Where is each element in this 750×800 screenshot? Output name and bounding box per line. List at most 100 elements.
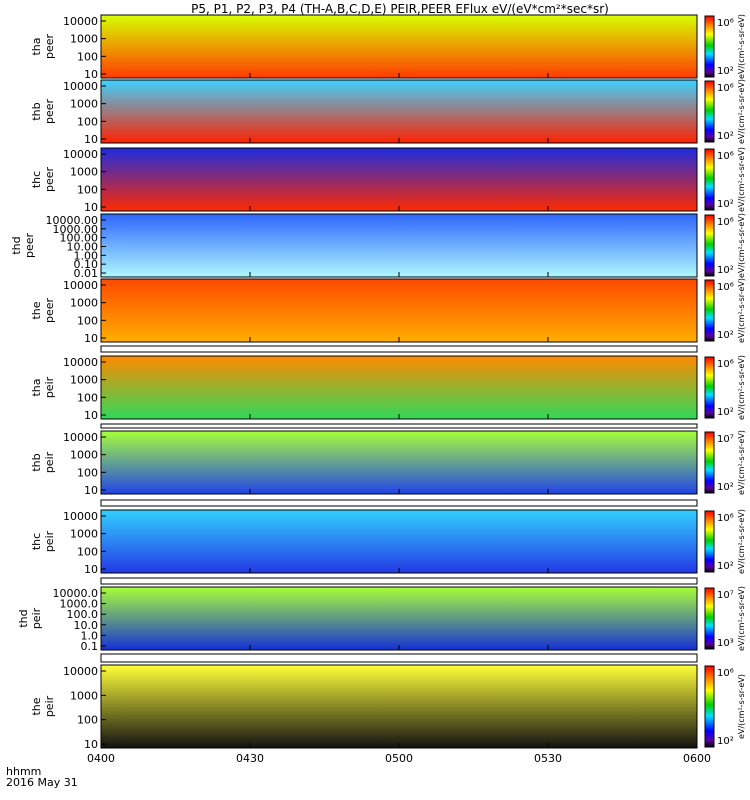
separator-strip xyxy=(100,499,698,507)
spectrogram-thb-peer xyxy=(101,80,697,143)
x-tick-label: 0500 xyxy=(385,752,413,765)
y-tick-label: 0.10 xyxy=(74,258,99,271)
panel-the-peir: 10000 1000 100 10 the peir 10⁶ 10²eV/(cm²-s-sr-… xyxy=(30,664,746,751)
separator-strip xyxy=(100,577,698,585)
y-tick-label: 1000 xyxy=(70,33,98,46)
colorbar xyxy=(704,356,715,419)
colorbar-max-label: 10⁶ xyxy=(717,217,734,228)
colorbar-units-label: eV/(cm²-s-sr-eV) xyxy=(737,14,746,79)
y-tick-label: 10 xyxy=(84,409,98,422)
y-tick-label: 100 xyxy=(77,50,98,63)
y-tick-label: 10.0 xyxy=(74,619,99,632)
y-tick-label: 100 xyxy=(77,714,98,727)
colorbar xyxy=(704,279,715,342)
panel-thc-peir: 10000 1000 100 10 thc peir 10⁶ 10² eV/(cm²-s-sr-… xyxy=(30,509,746,576)
colorbar xyxy=(704,80,715,143)
y-tick-label: 10 xyxy=(84,484,98,497)
y-tick-label: 10000 xyxy=(63,665,98,678)
y-tick-label: 10000 xyxy=(63,148,98,161)
y-tick-label: 10000 xyxy=(63,15,98,28)
y-tick-label: 10.00 xyxy=(67,241,99,254)
y-axis-label: the xyxy=(30,697,43,715)
y-axis-label: tha xyxy=(30,378,43,396)
spectrogram-the-peir xyxy=(101,665,697,748)
spectrogram-thb-peir xyxy=(101,431,697,494)
spectrogram-thc-peir xyxy=(101,510,697,573)
time-axis-label: hhmm xyxy=(6,765,42,778)
x-tick-label: 0400 xyxy=(87,752,115,765)
x-tick-label: 0530 xyxy=(534,752,562,765)
y-tick-label: 10000 xyxy=(63,80,98,93)
y-axis-label: the xyxy=(30,301,43,319)
y-axis-label: peir xyxy=(43,695,56,717)
colorbar-units-label: eV/(cm²-s-sr-eV) xyxy=(737,213,746,278)
colorbar-min-label: 10² xyxy=(717,407,734,418)
y-axis-label: thd xyxy=(17,609,30,627)
date-label: 2016 May 31 xyxy=(6,776,78,789)
spectrogram-thc-peer xyxy=(101,148,697,211)
colorbar xyxy=(704,15,715,78)
y-axis-label: thd xyxy=(10,236,23,254)
separator-strip xyxy=(100,345,698,353)
colorbar-min-label: 10³ xyxy=(717,638,734,649)
y-tick-label: 10 xyxy=(84,563,98,576)
colorbar xyxy=(704,587,715,650)
y-axis-label: peir xyxy=(30,607,43,629)
panel-the-peer: 10000 1000 100 10 the peer 10⁶ 10² eV/(cm²-s-sr-… xyxy=(30,278,746,345)
colorbar xyxy=(704,665,715,748)
spectrogram-tha-peer xyxy=(101,15,697,78)
separator-strip xyxy=(100,423,698,429)
panel-tha-peir: 10000 1000 100 10 tha peir 10⁶ 10² eV/(cm²-s-sr-… xyxy=(30,355,746,422)
y-axis-label: thb xyxy=(30,453,43,471)
spectrogram-thd-peir xyxy=(101,587,697,650)
y-axis-label: thc xyxy=(30,171,43,188)
y-tick-label: 1000 xyxy=(70,297,98,310)
y-tick-label: 10000.0 xyxy=(53,587,99,600)
y-axis-label: peer xyxy=(23,233,36,259)
colorbar-min-label: 10² xyxy=(717,330,734,341)
colorbar-units-label: eV/(cm²-s-sr-eV) xyxy=(737,430,746,495)
y-tick-label: 100 xyxy=(77,183,98,196)
colorbar-min-label: 10² xyxy=(717,131,734,142)
panel-thb-peir: 10000 1000 100 10 thb peir 10⁷ 10² eV/(cm²-s-sr-… xyxy=(30,430,746,497)
y-tick-label: 10000 xyxy=(63,356,98,369)
y-axis-label: peir xyxy=(43,376,56,398)
colorbar-min-label: 10² xyxy=(717,561,734,572)
colorbar-min-label: 10² xyxy=(717,482,734,493)
y-tick-label: 10000 xyxy=(63,431,98,444)
spectrogram-thd-peer xyxy=(101,214,697,277)
y-tick-label: 10000.00 xyxy=(46,214,99,227)
colorbar-units-label: eV/(cm²-s-sr-eV) xyxy=(737,674,746,739)
colorbar-max-label: 10⁶ xyxy=(717,151,734,162)
colorbar-min-label: 10² xyxy=(717,66,734,77)
colorbar-units-label: eV/(cm²-s-sr-eV) xyxy=(737,586,746,651)
colorbar-max-label: 10⁷ xyxy=(717,590,734,601)
y-tick-label: 0.1 xyxy=(81,640,99,653)
y-tick-label: 100 xyxy=(77,466,98,479)
y-axis-label: thc xyxy=(30,533,43,550)
separator-strip xyxy=(100,653,698,663)
y-tick-label: 10000 xyxy=(63,510,98,523)
colorbar-max-label: 10⁶ xyxy=(717,359,734,370)
colorbar-units-label: eV/(cm²-s-sr-eV) xyxy=(737,147,746,212)
colorbar-min-label: 10² xyxy=(717,199,734,210)
colorbar-max-label: 10⁶ xyxy=(717,282,734,293)
colorbar xyxy=(704,214,715,277)
y-tick-label: 1000 xyxy=(70,98,98,111)
colorbar-min-label: 10² xyxy=(717,736,734,747)
colorbar-units-label: eV/(cm²-s-sr-eV) xyxy=(737,509,746,574)
y-tick-label: 10 xyxy=(84,201,98,214)
spectrogram-the-peer xyxy=(101,279,697,342)
y-axis-label: thb xyxy=(30,102,43,120)
colorbar-units-label: eV/(cm²-s-sr-eV) xyxy=(737,278,746,343)
y-tick-label: 10000 xyxy=(63,279,98,292)
y-tick-label: 10 xyxy=(84,738,98,751)
panel-thc-peer: 10000 1000 100 10 thc peer 10⁶ 10² eV/(cm²-s-sr-… xyxy=(30,147,746,214)
y-tick-label: 1000 xyxy=(70,374,98,387)
colorbar-max-label: 10⁷ xyxy=(717,434,734,445)
y-tick-label: 1000 xyxy=(70,528,98,541)
colorbar-max-label: 10⁶ xyxy=(717,83,734,94)
y-tick-label: 100.00 xyxy=(60,232,99,245)
